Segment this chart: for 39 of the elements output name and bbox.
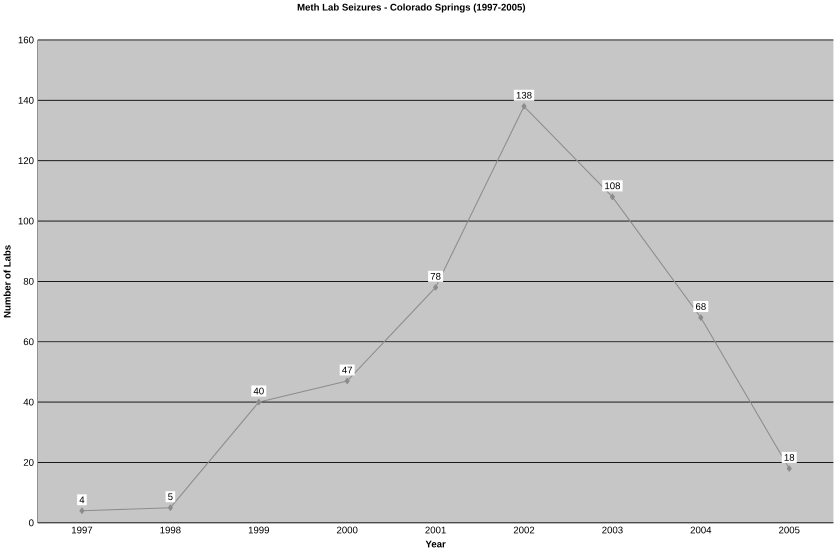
x-tick-label: 2004 (690, 526, 712, 534)
data-label: 18 (784, 454, 794, 461)
data-label: 47 (342, 366, 352, 374)
point (256, 398, 262, 406)
y-tick-label: 0 (29, 519, 34, 526)
y-tick-label: 20 (24, 459, 34, 466)
data-label: 5 (168, 493, 173, 500)
data-label: 68 (696, 303, 706, 310)
point (168, 504, 173, 511)
point (610, 194, 615, 200)
point (786, 465, 792, 472)
y-tick-label: 60 (24, 338, 34, 346)
y-tick-label: 100 (18, 218, 34, 224)
y-tick-label: 140 (18, 96, 34, 104)
y-tick-label: 120 (18, 157, 34, 164)
x-axis-title: Year (426, 540, 446, 548)
data-label: 138 (516, 92, 532, 99)
chart-title: Meth Lab Seizures - Colorado Springs (1997-2005) (298, 4, 526, 13)
point (344, 378, 350, 384)
point (433, 284, 438, 291)
x-tick-label: 2000 (336, 526, 358, 534)
y-axis-title: Number of Labs (4, 245, 11, 318)
data-label: 4 (79, 496, 84, 504)
x-tick-label: 2002 (514, 526, 534, 534)
x-tick-label: 2001 (425, 526, 446, 534)
x-tick-label: 1998 (160, 526, 181, 534)
x-tick-label: 2005 (779, 526, 800, 534)
point (698, 314, 704, 321)
x-tick-label: 2003 (602, 526, 623, 534)
point (521, 103, 527, 110)
point (79, 508, 84, 514)
y-tick-label: 80 (24, 278, 34, 285)
y-tick-label: 160 (18, 36, 34, 44)
data-label: 40 (254, 388, 264, 394)
data-label: 108 (605, 182, 620, 190)
x-tick-label: 1999 (248, 526, 269, 534)
x-tick-label: 1997 (72, 526, 92, 534)
y-tick-label: 40 (24, 398, 34, 406)
data-label: 78 (430, 272, 441, 280)
